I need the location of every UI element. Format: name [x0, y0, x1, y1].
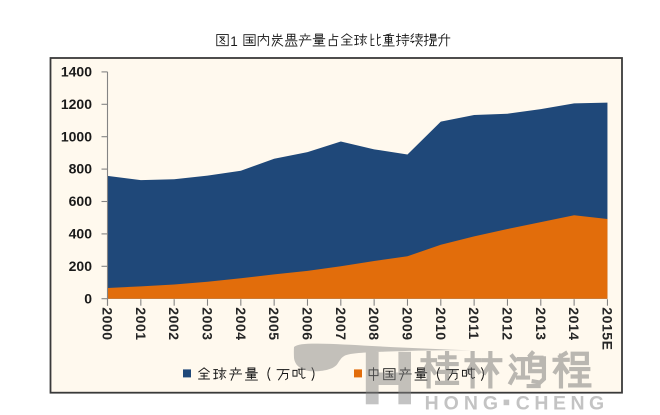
svg-text:2001: 2001: [133, 307, 149, 340]
svg-text:2009: 2009: [399, 307, 415, 340]
svg-text:600: 600: [69, 193, 93, 209]
svg-text:2015E: 2015E: [599, 307, 615, 350]
svg-text:400: 400: [69, 226, 93, 242]
svg-text:CHENG: CHENG: [516, 392, 609, 414]
svg-text:2010: 2010: [433, 307, 449, 340]
svg-text:2008: 2008: [366, 307, 382, 340]
svg-text:2012: 2012: [499, 307, 515, 340]
svg-text:2000: 2000: [100, 307, 116, 340]
svg-text:HONG: HONG: [425, 392, 504, 414]
svg-text:2004: 2004: [233, 307, 249, 340]
svg-text:1400: 1400: [61, 64, 92, 80]
svg-text:0: 0: [84, 290, 92, 306]
svg-text:2011: 2011: [466, 307, 482, 340]
svg-text:2005: 2005: [266, 307, 282, 340]
svg-text:2007: 2007: [333, 307, 349, 340]
svg-text:2013: 2013: [533, 307, 549, 340]
svg-text:1200: 1200: [61, 96, 92, 112]
svg-text:1: 1: [230, 34, 238, 49]
svg-text:200: 200: [69, 258, 93, 274]
svg-text:2003: 2003: [199, 307, 215, 340]
svg-text:800: 800: [69, 161, 93, 177]
svg-text:2014: 2014: [566, 307, 582, 340]
svg-text:2002: 2002: [166, 307, 182, 340]
svg-text:1000: 1000: [61, 128, 92, 144]
svg-text:2006: 2006: [299, 307, 315, 340]
